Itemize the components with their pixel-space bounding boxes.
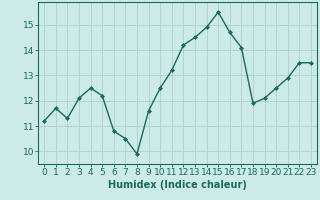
X-axis label: Humidex (Indice chaleur): Humidex (Indice chaleur)	[108, 180, 247, 190]
